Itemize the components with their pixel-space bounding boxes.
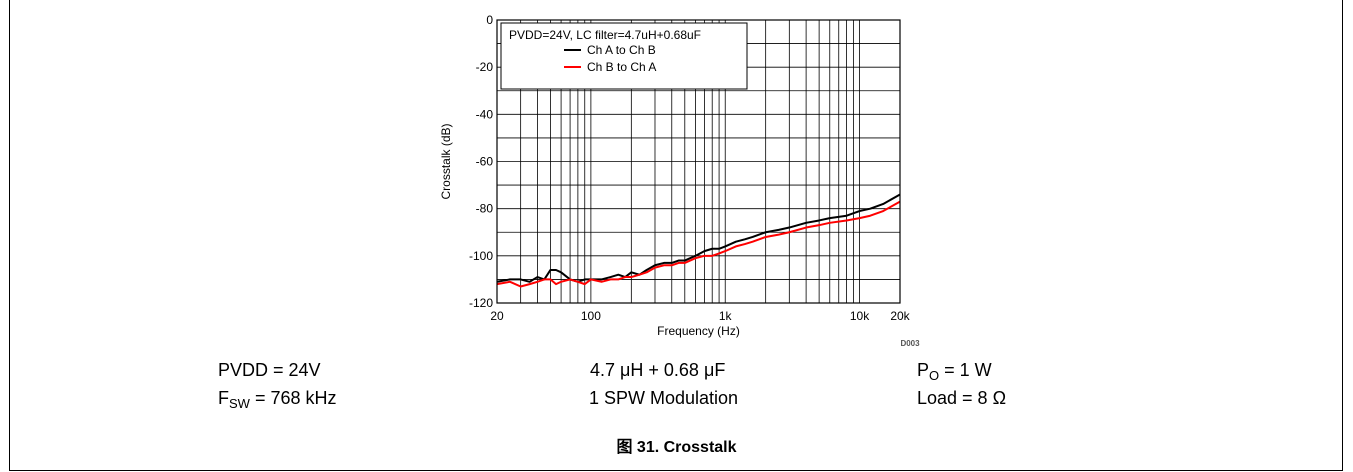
x-tick-label: 20 — [490, 309, 504, 323]
series-line-ch-b-to-ch-a — [496, 200, 901, 288]
x-tick-label: 20k — [890, 309, 910, 323]
legend-entry-ch-b-to-ch-a: Ch B to Ch A — [587, 60, 656, 74]
y-tick-label: -80 — [476, 202, 494, 216]
condition-filter: 4.7 μH + 0.68 μF — [590, 360, 726, 380]
fsw-prefix: F — [218, 388, 229, 408]
condition-fsw: FSW = 768 kHz — [218, 388, 337, 411]
fsw-value: = 768 kHz — [249, 388, 337, 408]
source-id-label: D003 — [900, 339, 920, 348]
legend: PVDD=24V, LC filter=4.7uH+0.68uF Ch A to… — [500, 22, 748, 90]
y-tick-label: -40 — [476, 107, 494, 121]
fsw-subscript: SW — [229, 396, 250, 411]
figure-frame — [9, 0, 1343, 471]
legend-title: PVDD=24V, LC filter=4.7uH+0.68uF — [509, 28, 701, 42]
po-subscript: O — [929, 368, 940, 383]
x-axis-label: Frequency (Hz) — [657, 324, 740, 338]
legend-entry-ch-a-to-ch-b: Ch A to Ch B — [587, 43, 656, 57]
figure-caption: 图 31. Crosstalk — [616, 439, 737, 456]
po-value: = 1 W — [939, 360, 992, 380]
plot-border — [496, 19, 901, 304]
legend-box — [500, 22, 748, 90]
x-tick-label: 100 — [581, 309, 601, 323]
condition-pvdd: PVDD = 24V — [218, 360, 321, 380]
x-tick-label: 10k — [850, 309, 870, 323]
po-prefix: P — [917, 360, 930, 380]
x-tick-label: 1k — [719, 309, 733, 323]
y-tick-label: 0 — [486, 13, 493, 27]
condition-load: Load = 8 Ω — [917, 388, 1007, 408]
y-tick-label: -20 — [476, 60, 494, 74]
condition-po: PO = 1 W — [917, 360, 992, 383]
series-lines — [496, 193, 901, 288]
series-line-ch-a-to-ch-b — [496, 193, 901, 283]
condition-modulation: 1 SPW Modulation — [589, 388, 739, 408]
y-tick-label: -100 — [469, 249, 493, 263]
y-tick-label: -120 — [469, 296, 493, 310]
y-axis-label: Crosstalk (dB) — [439, 123, 453, 199]
y-tick-label: -60 — [476, 155, 494, 169]
